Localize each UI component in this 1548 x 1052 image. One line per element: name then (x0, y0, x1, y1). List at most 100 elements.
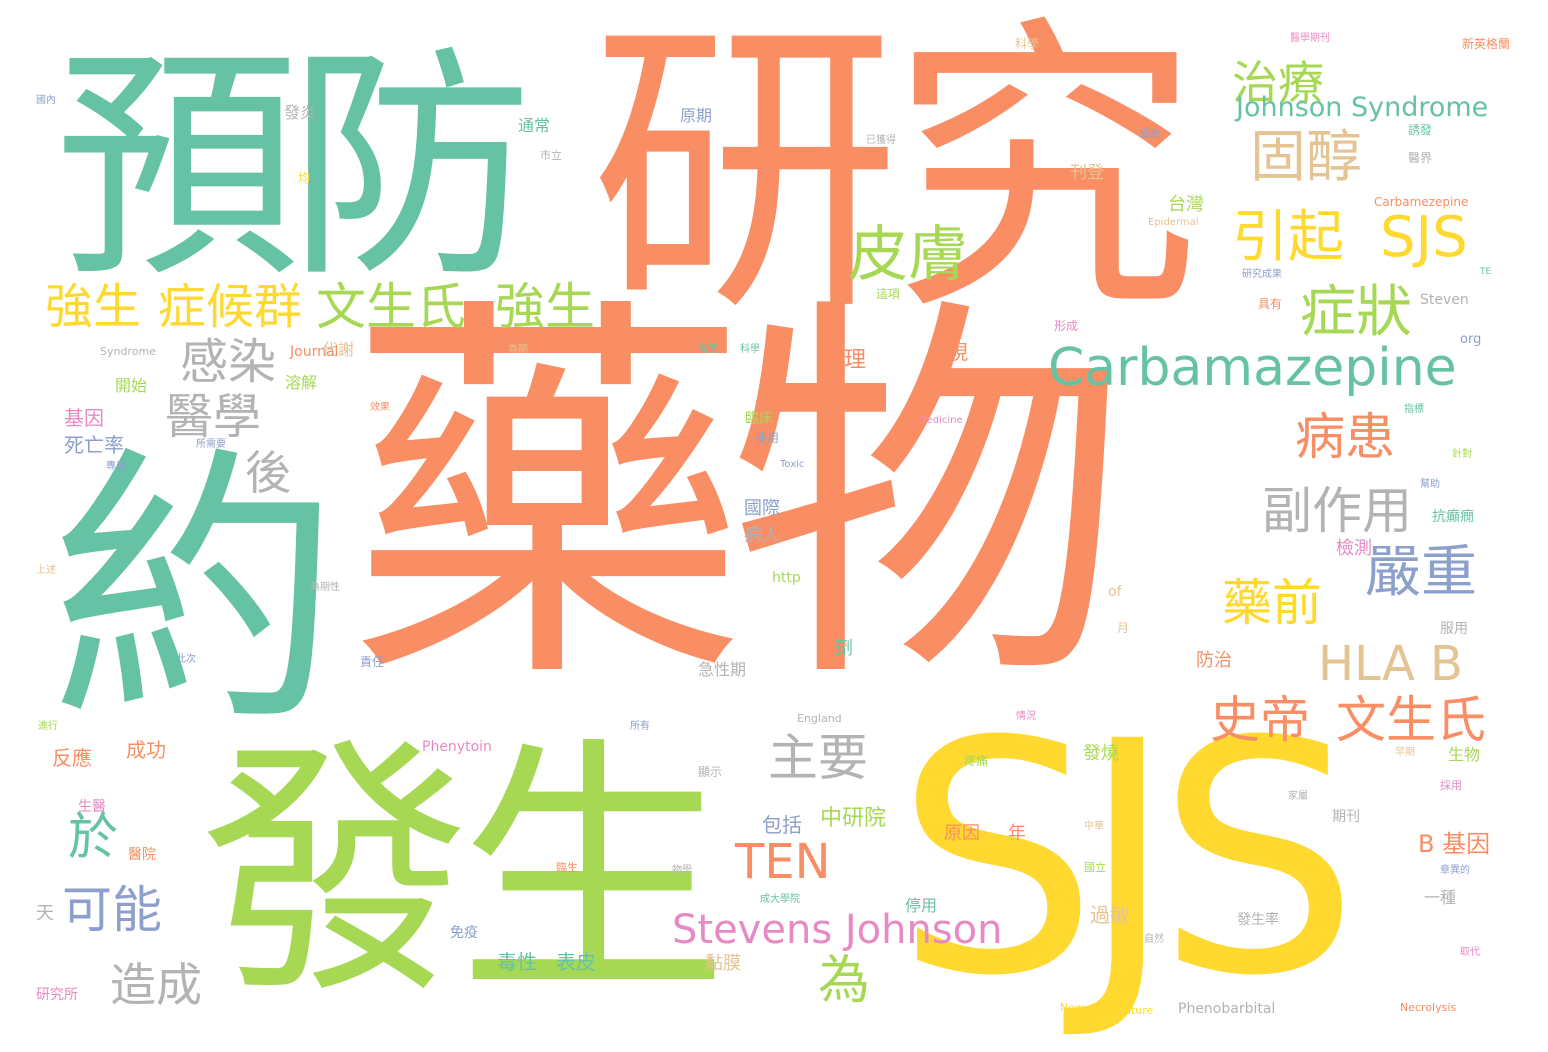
word-cloud-term: 臨生 (556, 861, 578, 874)
word-cloud-term: 服用 (1440, 621, 1468, 637)
word-cloud-term: 新英格蘭 (1462, 37, 1511, 51)
word-cloud-term: 發生 (200, 715, 728, 1030)
word-cloud-term: 醫學期刊 (1290, 33, 1330, 44)
word-cloud-term: 發生率 (1237, 912, 1279, 928)
word-cloud-term: 此次 (176, 654, 196, 665)
word-cloud-term: 為期 (508, 344, 528, 355)
word-cloud-term: 情況 (1016, 711, 1036, 722)
word-cloud-term: 感染 (180, 334, 277, 390)
word-cloud-term: 預防 (55, 25, 533, 310)
word-cloud-term: 皮膚 (848, 220, 968, 290)
word-cloud-term: 死亡率 (64, 433, 124, 457)
word-cloud-term: 科學 (740, 344, 760, 355)
word-cloud-term: 物學 (672, 865, 692, 876)
word-cloud-term: 細胞 (1140, 129, 1160, 140)
word-cloud-term: 形成 (1054, 319, 1079, 333)
word-cloud-term: org (1460, 332, 1482, 347)
word-cloud-term: 誘發 (1408, 123, 1433, 137)
word-cloud-term: 均 (298, 171, 311, 185)
word-cloud-term: 防治 (1196, 650, 1232, 671)
word-cloud-term: 治療 (1232, 56, 1324, 110)
word-cloud-term: 處理 (822, 348, 867, 373)
word-cloud-term: 免疫 (450, 925, 478, 941)
word-cloud-term: 劑 (835, 638, 853, 659)
word-cloud-term: Carbamazepine (1048, 338, 1457, 398)
word-cloud-term: 使用 (755, 431, 780, 445)
word-cloud-term: 文生氏 (316, 278, 466, 336)
word-cloud-term: Phenobarbital (1178, 1001, 1276, 1017)
word-cloud-term: 醫界 (1408, 151, 1433, 165)
word-cloud-term: 國立 (1084, 861, 1106, 874)
word-cloud-term: 期刊 (1332, 809, 1360, 825)
word-cloud-term: 年 (1008, 823, 1026, 844)
word-cloud-term: 台灣 (1168, 194, 1204, 215)
word-cloud-term: 高度 (698, 344, 718, 355)
word-cloud-term: 臨床 (745, 411, 773, 427)
word-cloud-term: 造成 (110, 958, 202, 1012)
word-cloud-term: 固醇 (1250, 125, 1362, 190)
word-cloud-term: 指標 (1404, 404, 1424, 415)
word-cloud-term: 約 (50, 424, 340, 761)
word-cloud-term: 市立 (540, 149, 562, 162)
word-cloud-term: 幫助 (1420, 479, 1440, 490)
word-cloud-term: SJS (1380, 205, 1468, 270)
word-cloud-term: 為期性 (310, 582, 340, 593)
word-cloud-term: Medicine (918, 415, 963, 426)
word-cloud-term: TE (1480, 267, 1492, 277)
word-cloud-term: 中研院 (820, 806, 887, 831)
word-cloud-term: 醫院 (128, 847, 156, 863)
word-cloud-term: 國內 (36, 95, 56, 106)
word-cloud-term: Syndrome (100, 345, 156, 358)
word-cloud-term: Carbamezepine (1374, 195, 1469, 209)
word-cloud-term: 效果 (370, 402, 390, 413)
word-cloud-term: 病人 (744, 525, 780, 546)
word-cloud-term: 自然 (1144, 934, 1164, 945)
word-cloud-term: 停用 (905, 896, 938, 915)
word-cloud-term: 具有 (1258, 297, 1283, 311)
word-cloud-term: Steven (1420, 292, 1469, 308)
word-cloud-term: 採用 (1440, 779, 1462, 792)
word-cloud-term: HLA B (1318, 636, 1463, 692)
word-cloud-term: 生物 (1448, 745, 1481, 764)
word-cloud-term: 包括 (762, 813, 802, 837)
word-cloud-term: 後 (245, 446, 291, 500)
word-cloud-term: 原期 (680, 106, 713, 125)
word-cloud-term: 研究 (590, 0, 1200, 353)
word-cloud-term: 已獲得 (866, 135, 896, 146)
word-cloud-term: 嚴重 (1365, 540, 1477, 605)
word-cloud-term: 引起 (1232, 205, 1344, 270)
word-cloud-term: SJS (895, 674, 1360, 1046)
word-cloud-term: 藥物 (348, 267, 1128, 732)
word-cloud-term: Epidermal (1148, 217, 1199, 228)
word-cloud-term: 病患 (1295, 408, 1395, 466)
word-cloud-term: 研究所 (36, 987, 78, 1003)
word-cloud-term: B 基因 (1418, 830, 1491, 858)
word-cloud-term: 文生氏 (1336, 691, 1486, 749)
word-cloud-term: 通常 (518, 116, 551, 135)
word-cloud-term: http (772, 570, 801, 586)
word-cloud-term: 出現 (928, 340, 968, 364)
word-cloud-term: 急性期 (698, 660, 747, 679)
word-cloud-term: 抗癲癇 (1432, 509, 1474, 525)
word-cloud-term: 疼痛 (964, 754, 989, 768)
word-cloud-term: Toxic (780, 459, 805, 470)
word-cloud-term: 刊登 (1070, 163, 1104, 183)
word-cloud-term: Nature (1116, 1004, 1154, 1017)
word-cloud-term: 症候群 (158, 279, 303, 335)
word-cloud-term: New (1060, 1001, 1084, 1014)
word-cloud-term: 顯示 (698, 765, 723, 779)
word-cloud-term: 這項 (876, 287, 901, 301)
word-cloud-term: 開始 (115, 376, 148, 395)
word-cloud-term: 取代 (1460, 947, 1480, 958)
word-cloud-term: Necrolysis (1400, 1001, 1457, 1014)
word-cloud-term: 溶解 (285, 373, 318, 392)
word-cloud-term: 研究成果 (1242, 269, 1282, 280)
word-cloud-term: 進行 (38, 721, 58, 732)
word-cloud-term: 一種 (1424, 888, 1457, 907)
word-cloud-term: 國際 (744, 498, 780, 519)
word-cloud-term: Stevens Johnson (672, 907, 1003, 953)
word-cloud-term: 專業 (106, 461, 126, 472)
word-cloud-term: Phenytoin (422, 739, 492, 755)
word-cloud-term: Journal (290, 344, 339, 360)
